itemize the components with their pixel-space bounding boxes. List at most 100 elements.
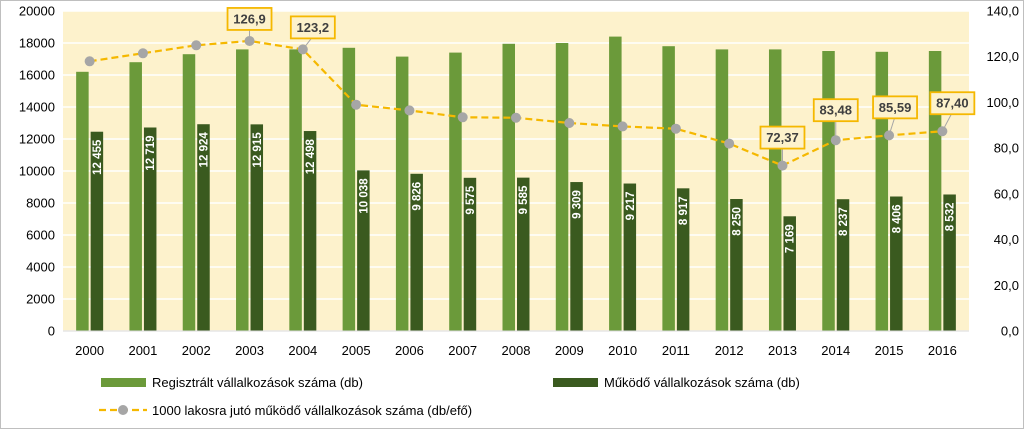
- x-tick-label: 2016: [928, 343, 957, 358]
- bar-operating-data-label: 12 924: [198, 132, 210, 168]
- y-left-tick-label: 10000: [19, 164, 55, 179]
- x-tick-label: 2003: [235, 343, 264, 358]
- legend: Regisztrált vállalkozások száma (db) Műkö…: [99, 375, 800, 418]
- bar-operating: [517, 177, 530, 331]
- y-left-tick-label: 6000: [26, 228, 55, 243]
- y-left-tick-label: 20000: [19, 4, 55, 19]
- bar-operating: [410, 173, 423, 331]
- line-point-marker: [457, 112, 468, 123]
- x-tick-label: 2007: [448, 343, 477, 358]
- x-tick-label: 2005: [342, 343, 371, 358]
- x-tick-label: 2001: [128, 343, 157, 358]
- bar-registered: [182, 54, 196, 331]
- bar-registered: [928, 51, 942, 331]
- line-point-marker: [670, 123, 681, 134]
- callout-box: [929, 91, 976, 116]
- bar-operating-data-label: 9 309: [572, 190, 584, 219]
- bar-registered: [236, 49, 249, 332]
- bar-registered: [449, 52, 462, 331]
- y-right-tick-label: 100,0: [986, 95, 1019, 110]
- bar-registered: [662, 46, 675, 331]
- legend-swatch-marker: [118, 405, 128, 415]
- x-tick-label: 2010: [608, 343, 637, 358]
- x-tick-label: 2009: [555, 343, 584, 358]
- x-tick-label: 2004: [288, 343, 317, 358]
- line-point-marker: [617, 121, 628, 132]
- x-tick-label: 2008: [502, 343, 531, 358]
- bar-operating: [357, 170, 370, 331]
- x-tick-label: 2000: [75, 343, 104, 358]
- bar-registered: [502, 43, 515, 332]
- bar-registered: [715, 49, 729, 332]
- bar-operating-data-label: 12 719: [145, 135, 157, 170]
- y-left-tick-label: 12000: [19, 132, 55, 147]
- callout-box: [759, 125, 806, 150]
- y-left-tick-label: 4000: [26, 260, 55, 275]
- bar-operating-data-label: 8 532: [945, 202, 957, 231]
- bar-operating-data-label: 10 038: [358, 178, 370, 214]
- y-left-tick-label: 18000: [19, 36, 55, 51]
- bar-operating: [570, 182, 583, 331]
- y-right-tick-label: 140,0: [986, 4, 1019, 19]
- line-point-marker: [404, 105, 415, 116]
- legend-label-registered: Regisztrált vállalkozások száma (db): [152, 375, 363, 390]
- y-right-tick-label: 80,0: [994, 141, 1019, 156]
- gridlines: [63, 10, 969, 332]
- callout-label: 85,59: [879, 100, 912, 115]
- callout-box: [289, 15, 336, 40]
- x-tick-label: 2014: [821, 343, 850, 358]
- bar-operating: [143, 127, 157, 331]
- callout-leader: [888, 116, 896, 136]
- line-point-marker: [84, 56, 95, 67]
- callout-label: 72,37: [766, 130, 799, 145]
- bar-operating-data-label: 12 455: [92, 139, 104, 175]
- y-right-tick-label: 20,0: [994, 278, 1019, 293]
- callout-label: 123,2: [297, 20, 330, 35]
- bar-operating: [943, 194, 956, 331]
- legend-label-operating: Működő vállalkozások száma (db): [604, 375, 800, 390]
- bar-registered: [768, 49, 782, 332]
- bar-operating: [836, 199, 850, 331]
- bar-operating: [250, 124, 264, 331]
- bar-operating-data-label: 8 406: [891, 205, 903, 234]
- line-point-marker: [564, 118, 575, 128]
- line-point-marker: [511, 112, 521, 123]
- callout-label: 126,9: [233, 11, 266, 26]
- bar-registered: [342, 47, 356, 332]
- bar-operating-data-label: 9 585: [518, 185, 530, 214]
- y-left-tick-label: 2000: [26, 292, 55, 307]
- bar-registered: [289, 49, 302, 332]
- bar-operating-data-label: 8 237: [838, 207, 850, 236]
- bar-operating-data-label: 9 826: [412, 182, 424, 211]
- callout-label: 87,40: [936, 96, 969, 111]
- y-left-tick-label: 14000: [19, 100, 55, 115]
- bar-registered: [609, 36, 622, 331]
- x-tick-label: 2012: [715, 343, 744, 358]
- callout-box: [812, 98, 859, 123]
- x-tick-label: 2015: [875, 343, 904, 358]
- bar-registered: [822, 51, 835, 331]
- bar-operating-data-label: 12 915: [252, 132, 264, 168]
- callout-label: 83,48: [819, 103, 852, 118]
- bar-operating-data-label: 8 250: [731, 207, 743, 236]
- y-right-tick-label: 120,0: [986, 49, 1019, 64]
- x-tick-label: 2006: [395, 343, 424, 358]
- line-point-marker: [191, 40, 202, 51]
- y-right-tick-label: 0,0: [1001, 324, 1019, 339]
- bar-registered: [395, 56, 409, 331]
- bar-registered: [76, 71, 89, 332]
- y-right-tick-label: 60,0: [994, 186, 1019, 201]
- bar-registered: [129, 62, 142, 331]
- x-tick-label: 2002: [182, 343, 211, 358]
- bar-operating-data-label: 8 917: [678, 196, 690, 225]
- bar-operating: [303, 131, 317, 331]
- bar-operating: [90, 131, 104, 331]
- bar-operating: [623, 183, 637, 331]
- bar-operating: [463, 177, 477, 331]
- y-left-tick-label: 0: [48, 324, 55, 339]
- x-tick-label: 2011: [662, 343, 690, 358]
- bar-operating: [890, 196, 903, 331]
- y-left-tick-label: 16000: [19, 68, 55, 83]
- line-point-marker: [137, 48, 148, 59]
